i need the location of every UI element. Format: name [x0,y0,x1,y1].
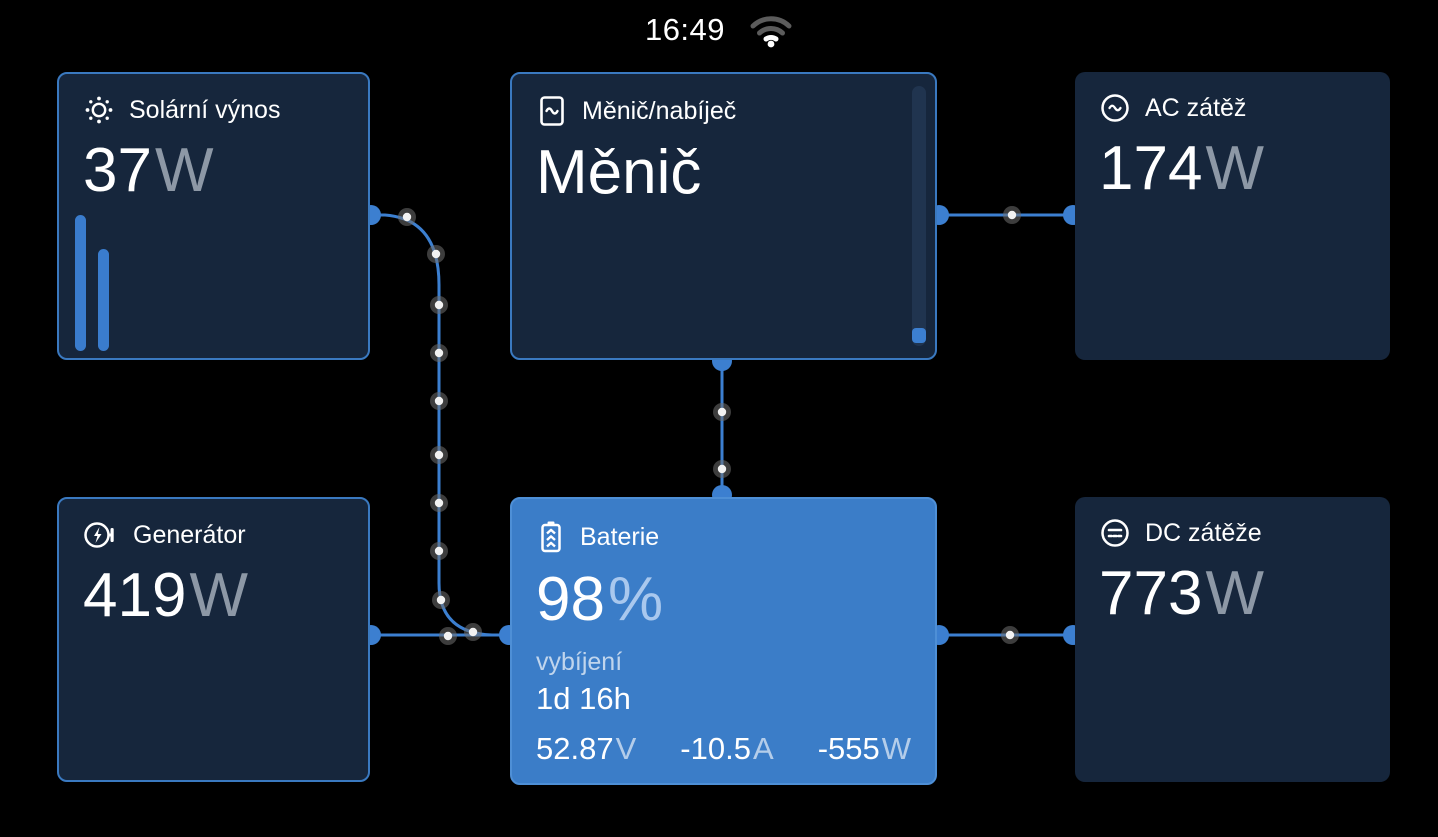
wire-solar-to-battery [371,213,509,637]
ac-loads-power-value: 174W [1099,134,1264,203]
battery-icon [541,521,561,553]
sun-icon [85,96,113,124]
ac-loads-tile-title: AC zátěž [1145,93,1247,122]
clock: 16:49 [644,12,726,47]
flow-dots [398,206,1021,645]
dc-circle-icon [1101,519,1129,547]
battery-tile-title: Baterie [580,522,660,551]
ac-circle-sine-icon [1101,94,1129,122]
wifi-icon [750,16,792,48]
solar-power-value: 37W [83,136,214,205]
pv-tracker-bars [75,215,109,351]
battery-metrics-row: 52.87V -10.5A -555W [536,731,911,767]
generator-power-value: 419W [83,561,248,630]
inverter-tile-title: Měnič/nabíječ [582,96,737,125]
battery-power: -555W [817,731,911,766]
battery-soc-value: 98% [536,565,664,634]
inverter-slider-handle[interactable] [912,328,926,343]
inverter-mode-value: Měnič [536,138,702,207]
generator-tile-title: Generátor [133,520,246,549]
pv-tracker-bar-1 [75,215,86,351]
inverter-charger-tile[interactable]: Měnič/nabíječ Měnič [510,72,937,360]
ac-loads-tile[interactable]: AC zátěž 174W [1075,72,1390,360]
dc-loads-tile[interactable]: DC zátěže 773W [1075,497,1390,782]
battery-state-label: vybíjení [536,648,623,677]
inverter-slider[interactable] [912,86,926,346]
pv-tracker-bar-2 [98,249,109,351]
status-bar: 16:49 [0,6,1438,54]
generator-tile[interactable]: Generátor 419W [57,497,370,782]
dc-loads-tile-title: DC zátěže [1145,518,1262,547]
battery-current: -10.5A [680,731,774,766]
inverter-sine-icon [540,96,564,126]
battery-time-to-go: 1d 16h [536,681,631,717]
dc-loads-power-value: 773W [1099,559,1264,628]
generator-bolt-icon [84,522,114,548]
battery-tile[interactable]: Baterie 98% vybíjení 1d 16h 52.87V -10.5… [510,497,937,785]
battery-voltage: 52.87V [536,731,637,766]
solar-tile-title: Solární výnos [129,95,281,124]
solar-yield-tile[interactable]: Solární výnos 37W [57,72,370,360]
